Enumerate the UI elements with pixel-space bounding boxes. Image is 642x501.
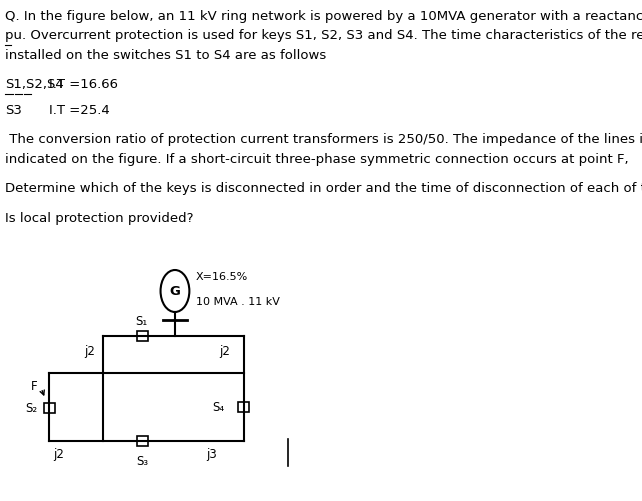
Text: S₁: S₁ xyxy=(135,314,148,327)
Text: I.T =25.4: I.T =25.4 xyxy=(49,104,110,117)
Text: I.T =16.66: I.T =16.66 xyxy=(49,78,118,91)
Text: S₄: S₄ xyxy=(213,401,224,414)
Text: j2: j2 xyxy=(220,344,230,357)
Text: Q. In the figure below, an 11 kV ring network is powered by a 10MVA generator wi: Q. In the figure below, an 11 kV ring ne… xyxy=(6,10,642,23)
Text: S3: S3 xyxy=(6,104,22,117)
Text: The conversion ratio of protection current transformers is 250/50. The impedance: The conversion ratio of protection curre… xyxy=(6,133,642,146)
Text: Determine which of the keys is disconnected in order and the time of disconnecti: Determine which of the keys is disconnec… xyxy=(6,182,642,195)
Text: S₃: S₃ xyxy=(137,454,149,467)
Text: j2: j2 xyxy=(53,447,64,460)
Text: G: G xyxy=(169,285,180,298)
Text: pu. Overcurrent protection is used for keys S1, S2, S3 and S4. The time characte: pu. Overcurrent protection is used for k… xyxy=(6,30,642,43)
Text: j3: j3 xyxy=(206,447,216,460)
Text: Is local protection provided?: Is local protection provided? xyxy=(6,211,194,224)
Text: 10 MVA . 11 kV: 10 MVA . 11 kV xyxy=(196,297,279,307)
Text: j2: j2 xyxy=(84,344,94,357)
Text: S₂: S₂ xyxy=(25,402,37,415)
Text: F: F xyxy=(30,380,37,393)
Bar xyxy=(44,403,55,413)
Text: X=16.5%: X=16.5% xyxy=(196,272,248,282)
Text: S1,S2,S4: S1,S2,S4 xyxy=(6,78,64,91)
Text: indicated on the figure. If a short-circuit three-phase symmetric connection occ: indicated on the figure. If a short-circ… xyxy=(6,153,629,166)
Bar xyxy=(238,402,249,412)
Text: installed on the switches S1 to S4 are as follows: installed on the switches S1 to S4 are a… xyxy=(6,49,327,62)
Bar xyxy=(137,331,148,341)
Bar xyxy=(137,436,148,446)
